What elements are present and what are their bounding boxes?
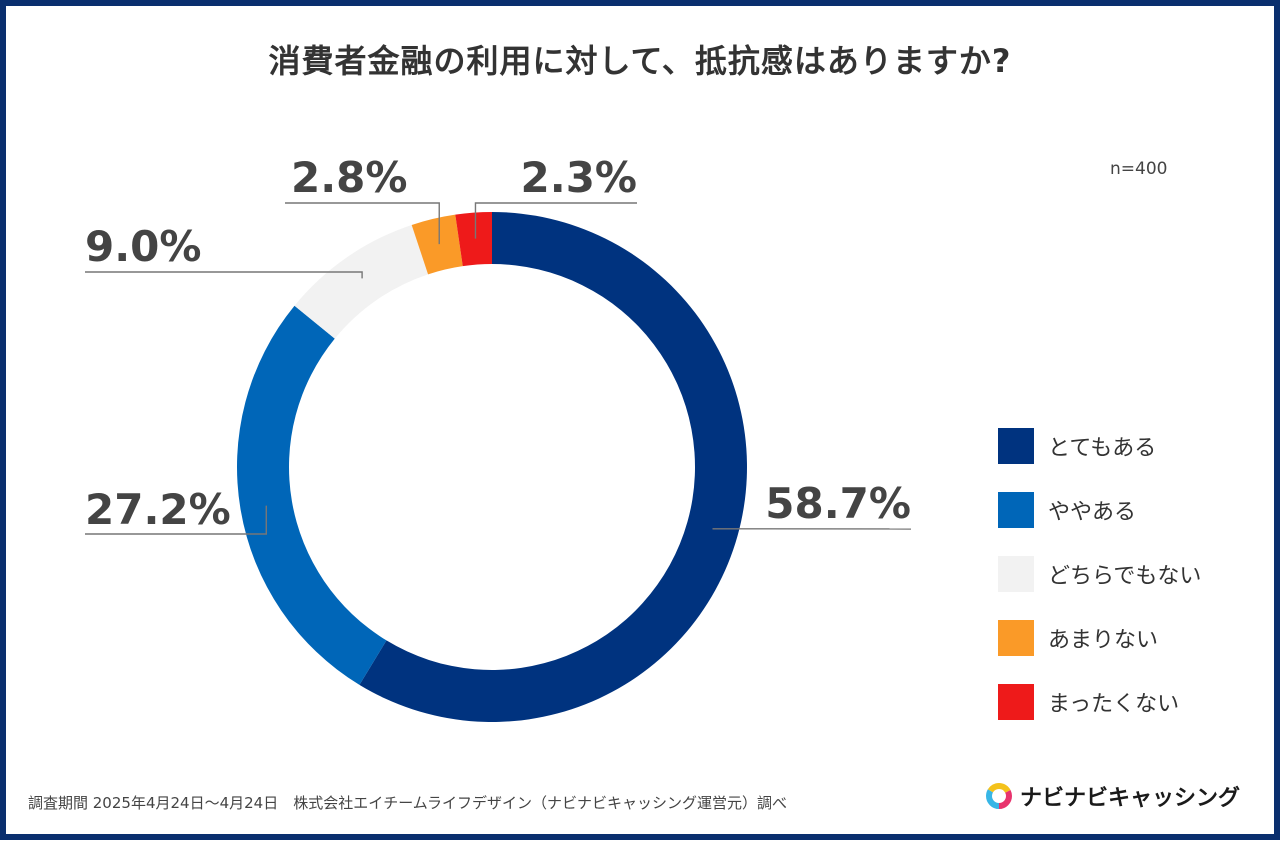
donut-slice <box>359 212 747 722</box>
value-label: 58.7% <box>765 479 911 528</box>
donut-slices <box>237 212 747 722</box>
leader-line <box>85 272 362 278</box>
brand-logo: ナビナビキャッシング <box>984 780 1240 812</box>
legend-label: ややある <box>1048 494 1136 526</box>
legend-swatch <box>998 684 1034 720</box>
legend-swatch <box>998 428 1034 464</box>
brand-ring-icon <box>984 781 1014 811</box>
legend-item: まったくない <box>998 684 1201 720</box>
legend-item: どちらでもない <box>998 556 1201 592</box>
legend-item: ややある <box>998 492 1201 528</box>
legend-item: あまりない <box>998 620 1201 656</box>
donut-slice <box>237 306 386 685</box>
survey-note: 調査期間 2025年4月24日〜4月24日 株式会社エイチームライフデザイン（ナ… <box>28 792 787 813</box>
legend-label: どちらでもない <box>1048 558 1201 590</box>
legend-swatch <box>998 620 1034 656</box>
brand-name: ナビナビキャッシング <box>1020 780 1240 812</box>
legend-item: とてもある <box>998 428 1201 464</box>
value-label: 2.8% <box>291 153 407 202</box>
legend-label: とてもある <box>1048 430 1156 462</box>
value-label: 2.3% <box>521 153 637 202</box>
legend: とてもある ややある どちらでもない あまりない まったくない <box>998 428 1201 748</box>
donut-slice <box>295 225 429 339</box>
value-label: 27.2% <box>85 485 231 534</box>
legend-swatch <box>998 556 1034 592</box>
legend-label: まったくない <box>1048 686 1179 718</box>
legend-swatch <box>998 492 1034 528</box>
value-labels: 58.7% 27.2% 9.0% 2.8% 2.3% <box>85 153 911 534</box>
value-label: 9.0% <box>85 222 201 271</box>
legend-label: あまりない <box>1048 622 1158 654</box>
